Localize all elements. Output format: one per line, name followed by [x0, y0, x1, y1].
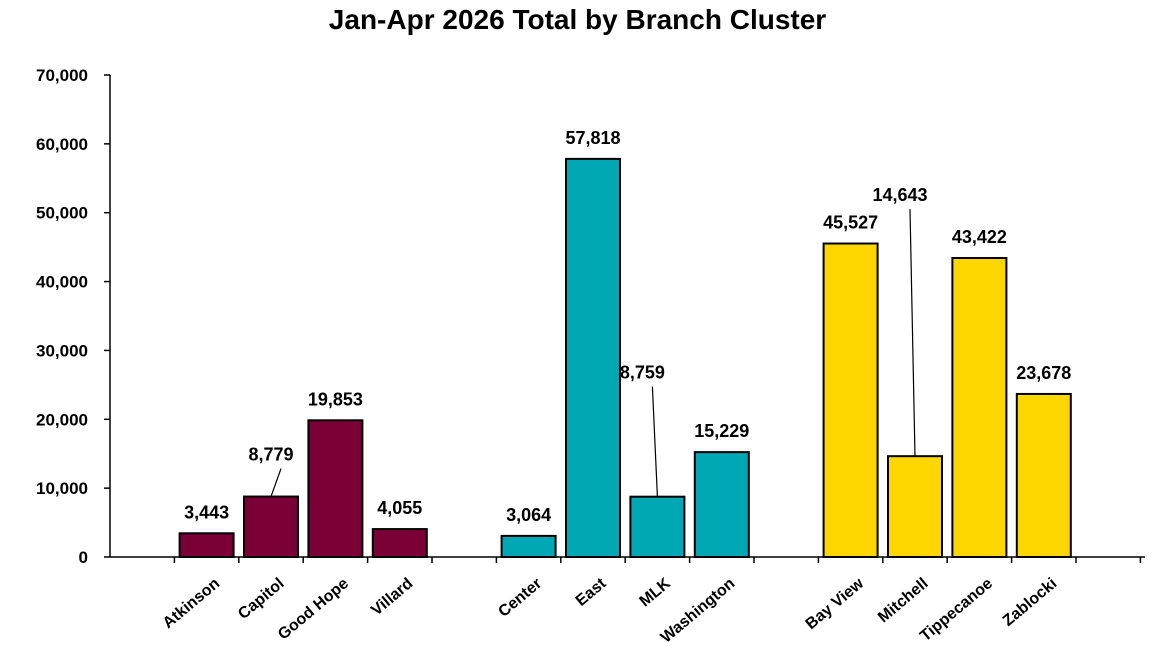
x-category-label: Good Hope	[275, 575, 352, 644]
x-category-label: Villard	[368, 575, 416, 619]
data-label-leader-line	[271, 469, 281, 497]
y-tick-label: 20,000	[36, 410, 88, 429]
x-category-label: Center	[495, 575, 545, 621]
data-label-leader-line	[910, 209, 915, 456]
y-tick-label: 10,000	[36, 479, 88, 498]
bar-good-hope	[308, 420, 362, 557]
bar-atkinson	[180, 533, 234, 557]
data-label: 57,818	[565, 128, 620, 148]
y-tick-label: 0	[79, 548, 88, 567]
x-category-label: Mitchell	[875, 575, 932, 626]
y-tick-label: 60,000	[36, 135, 88, 154]
bar-bay-view	[824, 244, 878, 557]
data-label: 45,527	[823, 213, 878, 233]
data-label: 43,422	[952, 227, 1007, 247]
data-label: 3,064	[506, 505, 551, 525]
bar-east	[566, 159, 620, 557]
y-tick-label: 50,000	[36, 204, 88, 223]
data-label: 8,759	[620, 363, 665, 383]
bar-washington	[695, 452, 749, 557]
y-tick-label: 30,000	[36, 341, 88, 360]
data-label: 14,643	[872, 185, 927, 205]
x-category-label: Capitol	[235, 575, 287, 623]
y-tick-label: 40,000	[36, 273, 88, 292]
data-label: 15,229	[694, 421, 749, 441]
x-category-label: MLK	[636, 575, 674, 611]
y-tick-label: 70,000	[36, 66, 88, 85]
bar-villard	[373, 529, 427, 557]
x-category-label: East	[573, 575, 610, 610]
bar-mlk	[630, 497, 684, 557]
x-category-label: Zablocki	[1000, 575, 1061, 630]
data-label: 8,779	[248, 445, 293, 465]
data-label: 3,443	[184, 502, 229, 522]
data-label: 19,853	[308, 389, 363, 409]
bar-zablocki	[1017, 394, 1071, 557]
bar-mitchell	[888, 456, 942, 557]
data-label-leader-line	[652, 387, 657, 497]
data-label: 23,678	[1016, 363, 1071, 383]
x-category-label: Atkinson	[160, 575, 223, 632]
bar-capitol	[244, 497, 298, 557]
data-label: 4,055	[377, 498, 422, 518]
bar-center	[502, 536, 556, 557]
x-category-label: Bay View	[803, 575, 868, 633]
bar-tippecanoe	[952, 258, 1006, 557]
